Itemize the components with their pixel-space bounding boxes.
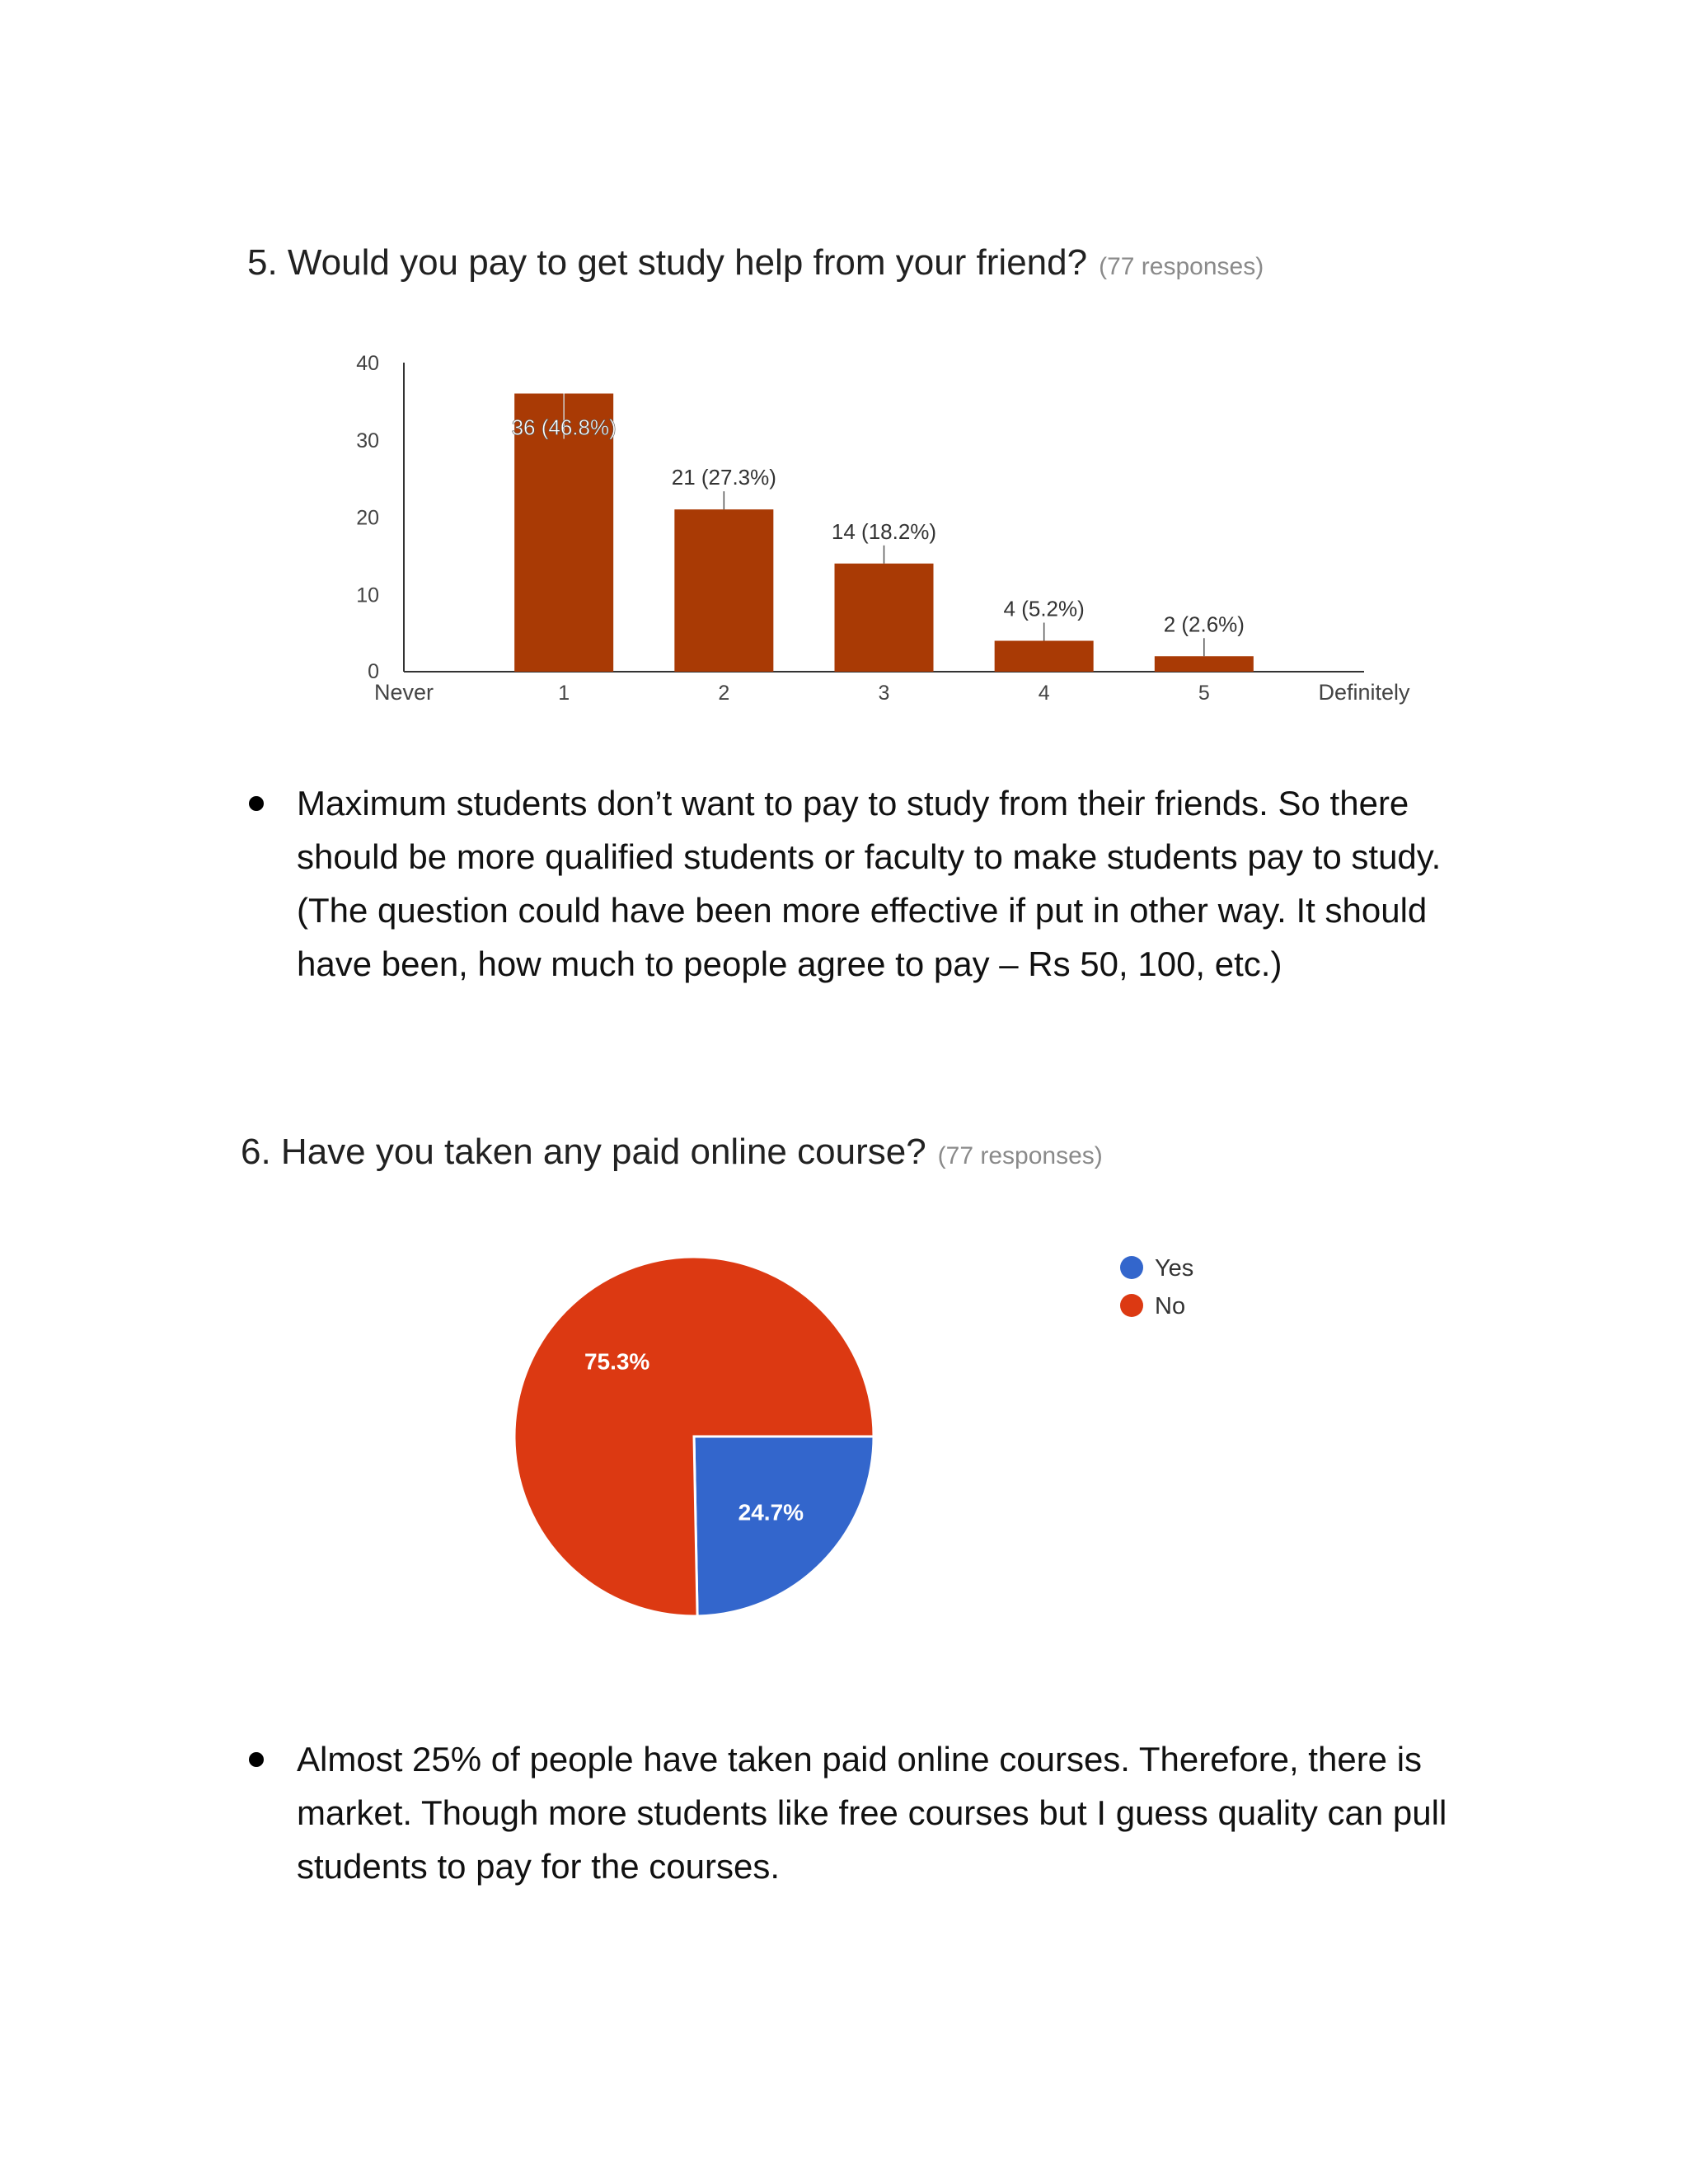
bullet-dot xyxy=(249,796,264,811)
y-tick-label-40: 40 xyxy=(356,352,379,375)
data-label-4: 4 (5.2%) xyxy=(1004,597,1085,621)
bullet-text-1: Maximum students don’t want to pay to st… xyxy=(297,784,1442,983)
bar-2 xyxy=(674,509,774,672)
y-tick-label-30: 30 xyxy=(356,429,379,452)
pie-label-no: 75.3% xyxy=(584,1348,649,1374)
legend-marker-yes xyxy=(1120,1256,1143,1279)
x-end-label-never: Never xyxy=(374,680,434,705)
x-end-label-definitely: Definitely xyxy=(1318,680,1410,705)
bar-3 xyxy=(834,563,934,672)
data-label-5: 2 (2.6%) xyxy=(1164,612,1245,636)
bar-4 xyxy=(994,640,1094,672)
pie-chart: 24.7% 75.3% Yes No xyxy=(513,1255,1193,1618)
bar-5 xyxy=(1154,656,1254,672)
question-5-responses: (77 responses) xyxy=(1099,253,1264,280)
y-tick-label-10: 10 xyxy=(356,583,379,607)
x-tick-label-5: 5 xyxy=(1198,682,1210,705)
y-tick-label-20: 20 xyxy=(356,507,379,530)
question-6-text: 6. Have you taken any paid online course… xyxy=(241,1132,926,1172)
bullet-text-2: Almost 25% of people have taken paid onl… xyxy=(297,1740,1447,1886)
legend-label-yes: Yes xyxy=(1155,1255,1193,1282)
bullet-item-2: Almost 25% of people have taken paid onl… xyxy=(249,1732,1502,1914)
y-tick-label-0: 0 xyxy=(368,660,379,683)
x-tick-label-4: 4 xyxy=(1039,682,1050,705)
data-label-2: 21 (27.3%) xyxy=(672,465,776,490)
x-tick-label-1: 1 xyxy=(558,682,570,705)
x-tick-label-3: 3 xyxy=(879,682,890,705)
x-tick-label-2: 2 xyxy=(718,682,729,705)
legend-label-no: No xyxy=(1155,1293,1185,1319)
pie-label-yes: 24.7% xyxy=(738,1500,804,1526)
pie-slice-no xyxy=(513,1255,875,1618)
legend-marker-no xyxy=(1120,1294,1143,1317)
data-label-1: 36 (46.8%) xyxy=(512,415,617,440)
question-5-title: 5. Would you pay to get study help from … xyxy=(247,242,1264,284)
bullet-dot xyxy=(249,1752,264,1767)
question-5-text: 5. Would you pay to get study help from … xyxy=(247,242,1088,283)
question-6-responses: (77 responses) xyxy=(937,1142,1103,1169)
bar-chart: 0 10 20 30 40 Never Definitely 1 36 (46.8%) 2 21 (… xyxy=(356,352,1410,705)
data-label-3: 14 (18.2%) xyxy=(832,519,936,544)
pie-slice-yes xyxy=(692,1435,875,1618)
bullet-item-1: Maximum students don’t want to pay to st… xyxy=(249,776,1502,1057)
bar-1 xyxy=(514,393,614,672)
question-6-title: 6. Have you taken any paid online course… xyxy=(241,1132,1103,1173)
